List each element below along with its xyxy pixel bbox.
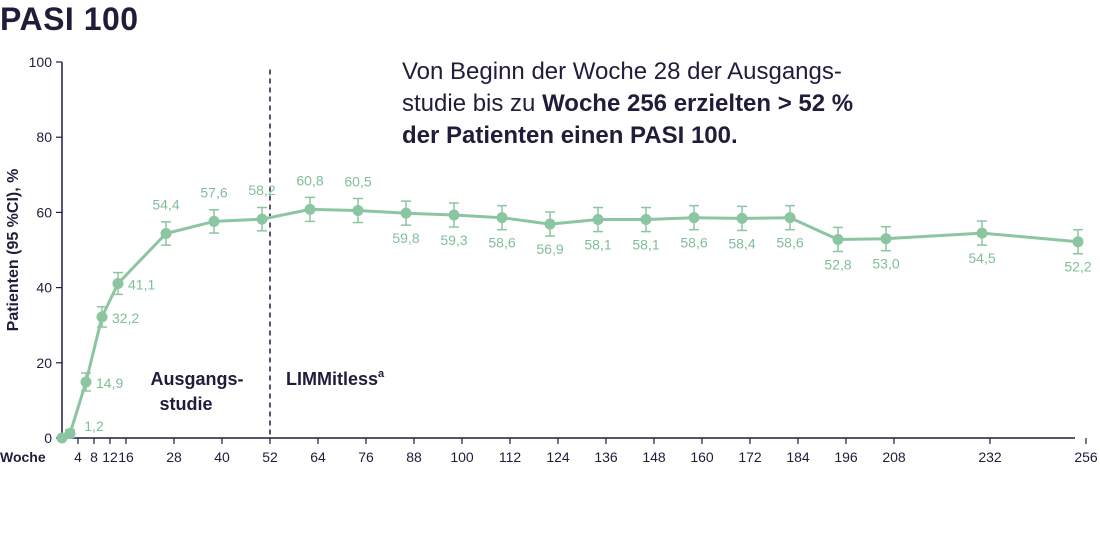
data-label: 53,0 bbox=[872, 256, 899, 272]
data-point bbox=[448, 209, 460, 221]
data-point bbox=[832, 233, 844, 245]
phase-label-extension-sup: a bbox=[378, 368, 385, 380]
data-point bbox=[544, 218, 556, 230]
data-label: 32,2 bbox=[112, 310, 139, 326]
headline-line-3-bold: der Patienten einen PASI 100. bbox=[402, 122, 738, 149]
y-tick-label: 20 bbox=[36, 355, 52, 371]
x-tick-label: 52 bbox=[262, 449, 278, 465]
data-label: 52,8 bbox=[824, 256, 851, 272]
x-tick-label: 112 bbox=[499, 449, 522, 465]
series-line bbox=[61, 207, 1079, 440]
data-point bbox=[112, 277, 124, 289]
x-tick-label: 160 bbox=[690, 449, 714, 465]
x-tick-label: 40 bbox=[214, 449, 230, 465]
phase-labels: Ausgangs-studie LIMMitlessa bbox=[150, 368, 385, 414]
data-label: 54,4 bbox=[152, 196, 179, 212]
data-label: 54,5 bbox=[968, 250, 995, 266]
data-label: 56,9 bbox=[536, 241, 563, 257]
data-point bbox=[56, 432, 68, 444]
x-tick-label: 76 bbox=[358, 449, 374, 465]
series-layer bbox=[56, 196, 1084, 444]
y-tick-label: 100 bbox=[29, 54, 53, 70]
x-tick-label: 148 bbox=[642, 449, 666, 465]
data-label: 1,2 bbox=[84, 418, 104, 434]
data-label-layer: 1,2 14,9 32,2 41,1 54,4 57,6 58,2 60,8 60,5 59,8 5… bbox=[84, 172, 1092, 434]
x-tick-label: 88 bbox=[406, 449, 422, 465]
axes: 0 20 40 60 80 100 Patienten (95 %CI), % 4 8 12 16 2… bbox=[0, 54, 1098, 465]
data-label: 59,3 bbox=[440, 232, 467, 248]
data-label: 58,1 bbox=[632, 237, 659, 253]
data-label: 58,1 bbox=[584, 237, 611, 253]
data-point bbox=[640, 214, 652, 226]
x-tick-label: 256 bbox=[1074, 449, 1098, 465]
x-tick-label: 172 bbox=[738, 449, 762, 465]
data-point bbox=[592, 214, 604, 226]
data-label: 60,8 bbox=[296, 172, 323, 188]
phase-label-baseline-line2: studie bbox=[159, 394, 212, 414]
data-point bbox=[976, 227, 988, 239]
data-label: 58,6 bbox=[776, 235, 803, 251]
data-label: 58,4 bbox=[728, 235, 755, 251]
data-point bbox=[80, 376, 92, 388]
data-label: 58,6 bbox=[680, 235, 707, 251]
data-label: 14,9 bbox=[96, 375, 123, 391]
x-tick-label: 8 bbox=[90, 449, 98, 465]
data-point bbox=[880, 233, 892, 245]
x-tick-label: 184 bbox=[786, 449, 810, 465]
data-label: 52,2 bbox=[1064, 259, 1091, 275]
data-point bbox=[400, 207, 412, 219]
page-title: PASI 100 bbox=[0, 1, 139, 37]
data-point bbox=[64, 427, 76, 439]
headline-line-2-bold: Woche 256 erzielten > 52 % bbox=[542, 90, 854, 117]
y-tick-label: 80 bbox=[36, 129, 52, 145]
x-tick-label: 28 bbox=[166, 449, 182, 465]
x-tick-label: 124 bbox=[546, 449, 570, 465]
headline-line-2-plain: studie bis zu bbox=[402, 90, 543, 117]
data-point bbox=[304, 203, 316, 215]
data-point bbox=[160, 227, 172, 239]
x-tick-label: 136 bbox=[594, 449, 618, 465]
headline-line-2: studie bis zu Woche 256 erzielten > 52 % bbox=[402, 88, 1022, 120]
data-label: 57,6 bbox=[200, 184, 227, 200]
headline-line-1: Von Beginn der Woche 28 der Ausgangs- bbox=[402, 58, 842, 85]
y-tick-label: 40 bbox=[36, 280, 52, 296]
y-tick-label: 0 bbox=[44, 430, 52, 446]
y-tick-label: 60 bbox=[36, 204, 52, 220]
data-point bbox=[736, 212, 748, 224]
x-tick-label: 12 bbox=[102, 449, 118, 465]
headline: Von Beginn der Woche 28 der Ausgangs- st… bbox=[402, 56, 1022, 152]
x-tick-label: 208 bbox=[882, 449, 906, 465]
x-tick-label: 16 bbox=[118, 449, 134, 465]
x-axis-title: Woche bbox=[0, 449, 46, 465]
phase-label-extension: LIMMitlessa bbox=[286, 368, 385, 389]
data-point bbox=[496, 212, 508, 224]
data-label: 60,5 bbox=[344, 174, 371, 190]
data-label: 58,2 bbox=[248, 182, 275, 198]
data-point bbox=[256, 213, 268, 225]
y-axis-title: Patienten (95 %CI), % bbox=[5, 169, 22, 332]
x-tick-label: 64 bbox=[310, 449, 326, 465]
headline-line-3: der Patienten einen PASI 100. bbox=[402, 120, 1022, 152]
data-point bbox=[352, 205, 364, 217]
x-tick-label: 196 bbox=[834, 449, 858, 465]
data-label: 41,1 bbox=[128, 276, 155, 292]
x-tick-label: 100 bbox=[450, 449, 474, 465]
data-point bbox=[96, 311, 108, 323]
data-point bbox=[784, 212, 796, 224]
x-tick-label: 232 bbox=[978, 449, 1002, 465]
x-tick-label: 4 bbox=[74, 449, 82, 465]
data-label: 58,6 bbox=[488, 235, 515, 251]
phase-label-baseline-line1: Ausgangs- bbox=[150, 369, 243, 389]
data-point bbox=[688, 212, 700, 224]
data-point bbox=[208, 215, 220, 227]
data-label: 59,8 bbox=[392, 230, 419, 246]
data-point bbox=[1072, 236, 1084, 248]
